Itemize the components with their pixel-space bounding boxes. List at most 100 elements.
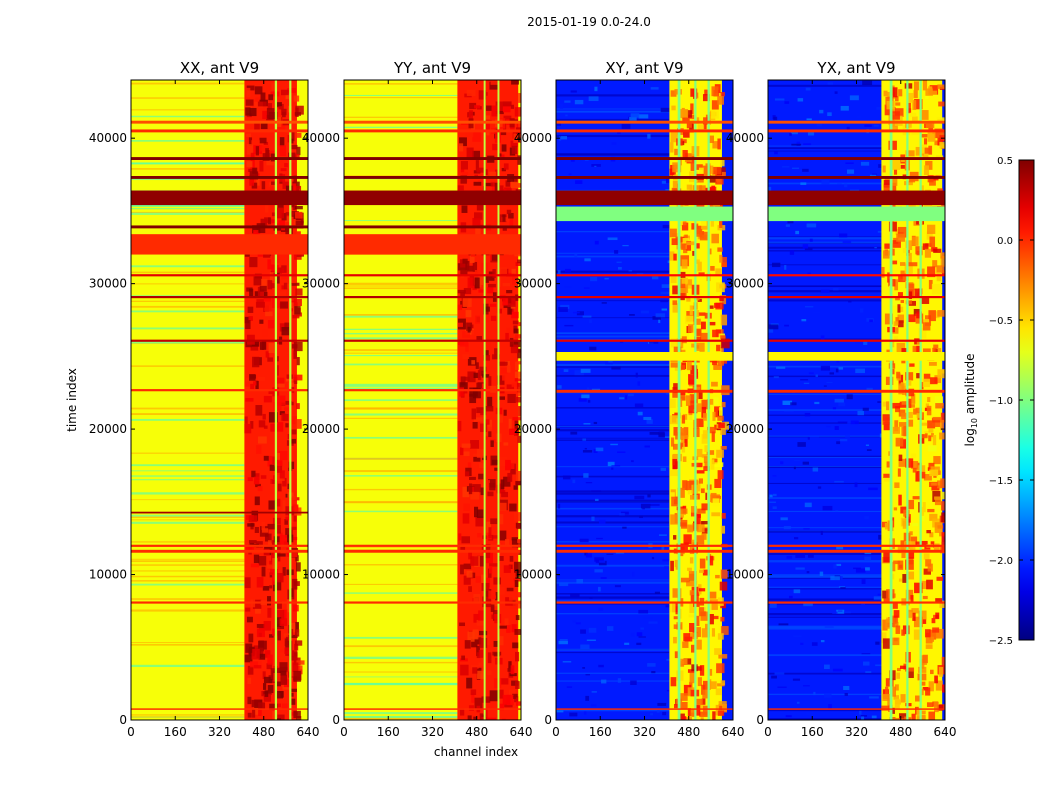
- heatmap-cell: [280, 674, 287, 685]
- heatmap-stripe: [344, 116, 458, 118]
- heatmap-cell: [777, 686, 787, 688]
- heatmap-cell: [588, 627, 597, 633]
- rfi-band: [344, 549, 521, 553]
- heatmap-cell: [277, 140, 281, 146]
- heatmap-cell: [786, 555, 793, 559]
- heatmap-cell: [557, 123, 562, 126]
- heatmap-cell: [479, 713, 484, 720]
- heatmap-cell: [884, 104, 891, 116]
- heatmap-cell: [926, 405, 932, 416]
- heatmap-cell: [883, 179, 891, 188]
- heatmap-cell: [873, 596, 884, 600]
- heatmap-stripe: [131, 205, 245, 207]
- heatmap-cell: [909, 531, 913, 536]
- heatmap-cell: [481, 574, 487, 583]
- heatmap-cell: [699, 231, 708, 241]
- heatmap-cell: [895, 228, 901, 235]
- heatmap-cell: [517, 155, 521, 165]
- heatmap-cell: [900, 665, 906, 669]
- heatmap-stripe: [131, 583, 245, 586]
- heatmap-cell: [686, 240, 692, 251]
- heatmap-cell: [277, 525, 281, 534]
- heatmap-cell: [244, 416, 248, 424]
- rfi-band: [131, 129, 308, 133]
- heatmap-cell: [935, 628, 944, 639]
- heatmap-cell: [507, 307, 512, 315]
- heatmap-cell: [289, 548, 299, 558]
- heatmap-cell: [582, 438, 587, 441]
- rfi-band: [768, 549, 945, 553]
- heatmap-cell: [489, 439, 498, 444]
- heatmap-cell: [800, 378, 809, 381]
- heatmap-cell: [688, 415, 696, 422]
- heatmap-cell: [893, 336, 899, 342]
- heatmap-stripe: [131, 521, 245, 524]
- heatmap-cell: [476, 652, 480, 659]
- heatmap-cell: [490, 518, 498, 525]
- heatmap-cell: [269, 272, 274, 281]
- heatmap-cell: [258, 647, 264, 657]
- heatmap-cell: [925, 687, 931, 696]
- heatmap-cell: [267, 533, 272, 543]
- heatmap-cell: [476, 167, 486, 173]
- heatmap-cell: [501, 491, 509, 498]
- heatmap-cell: [672, 285, 681, 295]
- rfi-band: [556, 601, 733, 604]
- heatmap-cell: [294, 497, 300, 501]
- heatmap-cell: [832, 668, 843, 672]
- heatmap-cell: [291, 513, 297, 522]
- heatmap-cell: [649, 504, 660, 506]
- heatmap-cell: [601, 679, 607, 684]
- heatmap-cell: [295, 621, 299, 630]
- heatmap-cell: [708, 248, 712, 255]
- heatmap-cell: [694, 328, 702, 336]
- heatmap-cell: [506, 587, 514, 592]
- heatmap-cell: [255, 301, 265, 308]
- heatmap-cell: [875, 641, 880, 645]
- heatmap-cell: [835, 510, 839, 512]
- heatmap-cell: [886, 461, 890, 468]
- heatmap-cell: [275, 223, 281, 228]
- heatmap-cell: [509, 555, 514, 562]
- heatmap-cell: [282, 477, 287, 487]
- heatmap-cell: [941, 512, 945, 523]
- heatmap-cell: [484, 548, 491, 559]
- heatmap-cell: [475, 576, 482, 583]
- heatmap-cell: [669, 415, 679, 425]
- heatmap-cell: [259, 319, 264, 324]
- heatmap-cell: [499, 636, 504, 646]
- heatmap-cell: [782, 166, 790, 168]
- rfi-band: [131, 389, 308, 392]
- heatmap-cell: [285, 634, 292, 646]
- heatmap-cell: [256, 445, 262, 454]
- heatmap-cell: [509, 428, 517, 435]
- heatmap-cell: [788, 595, 793, 599]
- heatmap-cell: [812, 467, 819, 472]
- heatmap-cell: [261, 181, 266, 190]
- heatmap-cell: [607, 461, 615, 467]
- heatmap-cell: [676, 506, 685, 511]
- heatmap-cell: [671, 496, 680, 507]
- y-tick-label: 0: [544, 713, 552, 727]
- heatmap-cell: [688, 115, 697, 125]
- heatmap-cell: [254, 86, 263, 95]
- rfi-band: [768, 339, 945, 342]
- heatmap-cell: [839, 439, 848, 442]
- heatmap-cell: [516, 539, 521, 548]
- heatmap-cell: [865, 671, 872, 673]
- heatmap-cell: [255, 483, 261, 488]
- y-tick-label: 20000: [514, 422, 552, 436]
- panel-title: YY, ant V9: [393, 59, 471, 77]
- heatmap-cell: [617, 132, 621, 134]
- heatmap-cell: [672, 453, 682, 462]
- heatmap-cell: [645, 85, 648, 88]
- heatmap-cell: [650, 713, 653, 716]
- heatmap-cell: [293, 374, 303, 381]
- heatmap-cell: [502, 374, 506, 381]
- heatmap-cell: [260, 122, 268, 130]
- heatmap-cell: [506, 384, 515, 391]
- heatmap-cell: [460, 292, 465, 298]
- heatmap-cell: [673, 616, 679, 620]
- heatmap-cell: [881, 705, 890, 711]
- heatmap-cell: [934, 128, 944, 139]
